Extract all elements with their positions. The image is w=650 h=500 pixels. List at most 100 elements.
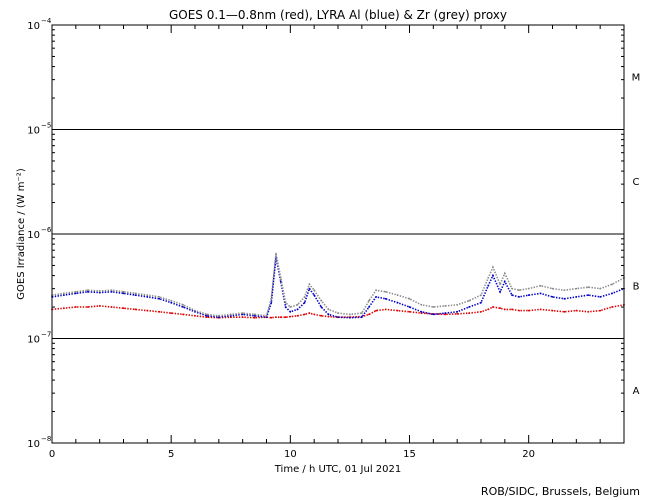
data-point (296, 314, 299, 317)
data-point (408, 310, 411, 313)
data-point (444, 305, 447, 307)
data-point (134, 308, 137, 311)
data-point (74, 306, 77, 308)
data-point (503, 308, 506, 311)
data-point (468, 299, 470, 302)
data-point (599, 296, 602, 298)
data-point (270, 316, 273, 319)
data-point (396, 309, 399, 312)
data-point (86, 306, 89, 308)
data-point (320, 299, 323, 302)
data-point (456, 310, 459, 313)
data-point (432, 306, 435, 308)
data-point (313, 294, 316, 296)
data-point (492, 266, 494, 269)
data-point (444, 312, 447, 314)
data-point (122, 292, 125, 295)
data-point (63, 294, 65, 296)
data-point (468, 306, 470, 308)
data-point (527, 309, 530, 312)
y-tick-exponent-3: −5 (41, 122, 51, 130)
data-point (170, 312, 173, 314)
data-point (611, 306, 613, 308)
data-point (575, 296, 578, 298)
data-point (480, 301, 482, 304)
data-point (182, 303, 185, 306)
data-point (444, 313, 447, 316)
data-point (599, 287, 602, 290)
data-point (337, 316, 339, 319)
data-point (182, 313, 185, 316)
flare-class-label-m: M (632, 73, 641, 84)
lyra-al-series (51, 256, 625, 319)
flare-class-label-a: A (633, 386, 640, 397)
data-point (289, 306, 292, 308)
y-axis-title: GOES Irradiance / (W m⁻²) (16, 168, 27, 300)
data-point (134, 294, 137, 296)
data-point (98, 290, 101, 292)
data-point (527, 294, 530, 296)
y-tick-exponent-1: −7 (41, 331, 51, 339)
data-point (487, 277, 490, 279)
data-series-group (51, 252, 625, 319)
data-point (229, 313, 232, 316)
data-point (110, 290, 113, 293)
flare-class-label-b: B (633, 282, 640, 293)
data-point (217, 316, 220, 319)
data-point (284, 306, 287, 308)
lyra-al-series-line (51, 257, 625, 319)
flare-class-label-c: C (633, 177, 640, 188)
data-point (368, 299, 370, 302)
y-tick-exponent-0: −8 (41, 435, 51, 443)
lyra-zr-series-line (51, 253, 625, 317)
data-point (182, 306, 185, 308)
data-point (303, 313, 306, 316)
data-point (158, 296, 161, 298)
data-point (499, 283, 501, 286)
data-point (308, 287, 311, 290)
chart-title: GOES 0.1—0.8nm (red), LYRA Al (blue) & Z… (169, 8, 507, 22)
data-point (98, 291, 101, 294)
data-point (253, 313, 256, 316)
data-point (503, 280, 506, 283)
data-point (194, 314, 196, 317)
data-point (134, 292, 137, 295)
y-tick-label-3: 10 (27, 126, 40, 137)
flare-class-band-lines (52, 129, 624, 339)
data-point (575, 287, 578, 290)
y-tick-exponent-2: −6 (41, 226, 52, 234)
data-point (499, 290, 501, 293)
data-point (206, 314, 208, 317)
data-point (396, 294, 399, 296)
y-axis: 10−810−710−610−510−4 (27, 17, 624, 450)
data-point (265, 316, 268, 319)
data-point (360, 312, 363, 314)
data-point (270, 297, 273, 300)
data-point (206, 313, 208, 316)
data-point (110, 306, 113, 308)
data-point (349, 313, 351, 316)
data-point (170, 299, 173, 302)
data-point (368, 313, 370, 316)
data-point (511, 287, 513, 290)
data-point (587, 310, 590, 313)
data-point (303, 301, 306, 304)
data-point (518, 309, 520, 312)
x-tick-label-4: 20 (522, 449, 535, 460)
data-point (539, 292, 542, 295)
data-point (492, 274, 494, 277)
data-point (313, 289, 316, 292)
data-point (253, 316, 256, 319)
data-point (158, 297, 161, 300)
data-point (289, 310, 292, 313)
data-point (279, 316, 282, 319)
data-point (511, 308, 513, 311)
data-point (122, 307, 125, 310)
flare-class-labels: A B C M (632, 73, 641, 397)
y-tick-label-4: 10 (27, 21, 40, 32)
data-point (420, 312, 423, 314)
data-point (63, 292, 65, 295)
data-point (587, 286, 590, 289)
y-tick-label-1: 10 (27, 335, 40, 346)
